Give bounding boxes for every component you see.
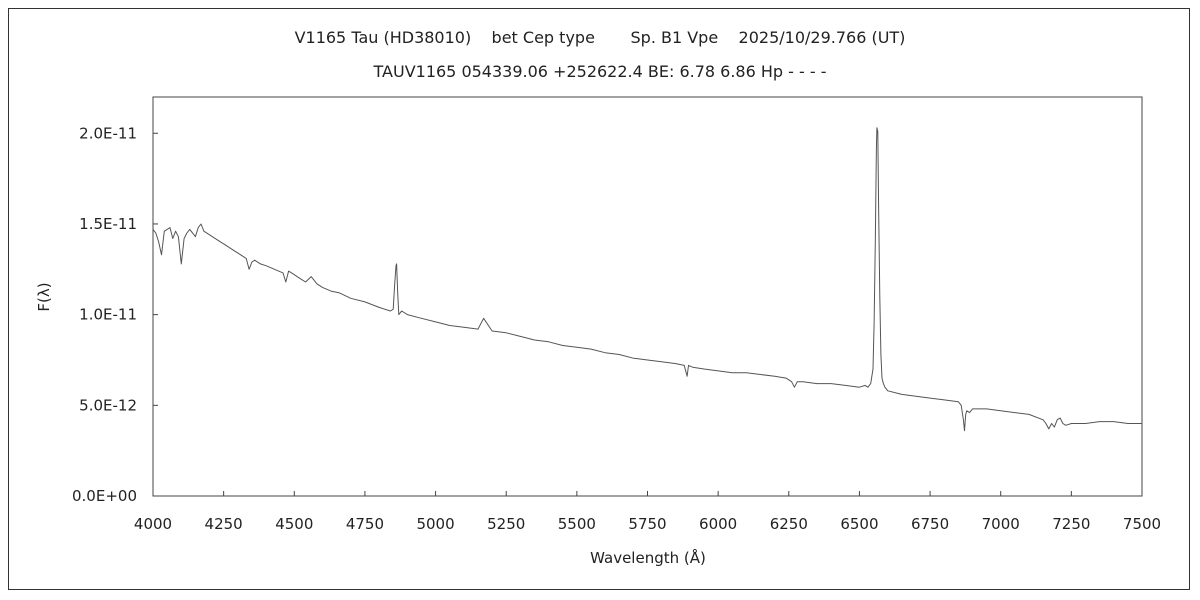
x-tick-label: 7250 (1052, 515, 1090, 533)
x-tick-label: 4750 (346, 515, 384, 533)
chart-frame (8, 8, 1190, 590)
x-tick-label: 7500 (1123, 515, 1161, 533)
y-tick-label: 1.5E-11 (79, 215, 137, 233)
x-tick-label: 7000 (982, 515, 1020, 533)
x-tick-label: 4250 (205, 515, 243, 533)
x-tick-label: 6500 (840, 515, 878, 533)
series (152, 127, 1142, 432)
plot-area (152, 96, 1143, 497)
x-tick-label: 5500 (558, 515, 596, 533)
axes: 4000 4250 4500 4750 5000 5250 5500 5750 6000 6250… (72, 96, 1161, 533)
y-tick-label: 2.0E-11 (79, 124, 137, 142)
y-tick-label: 0.0E+00 (72, 487, 137, 505)
y-tick-label: 5.0E-12 (79, 396, 137, 414)
x-tick-label: 4000 (134, 515, 172, 533)
spectrum-line (152, 127, 1142, 432)
x-axis-label: Wavelength (Å) (590, 548, 706, 567)
x-tick-label: 6750 (911, 515, 949, 533)
x-tick-label: 6250 (770, 515, 808, 533)
y-axis-label: F(λ) (35, 282, 53, 311)
chart-subtitle: TAUV1165 054339.06 +252622.4 BE: 6.78 6.… (373, 62, 827, 81)
x-tick-label: 5250 (487, 515, 525, 533)
x-tick-label: 5000 (416, 515, 454, 533)
chart-title: V1165 Tau (HD38010) bet Cep type Sp. B1 … (294, 28, 906, 47)
x-tick-label: 4500 (275, 515, 313, 533)
x-tick-label: 5750 (628, 515, 666, 533)
y-tick-label: 1.0E-11 (79, 306, 137, 324)
x-tick-label: 6000 (699, 515, 737, 533)
